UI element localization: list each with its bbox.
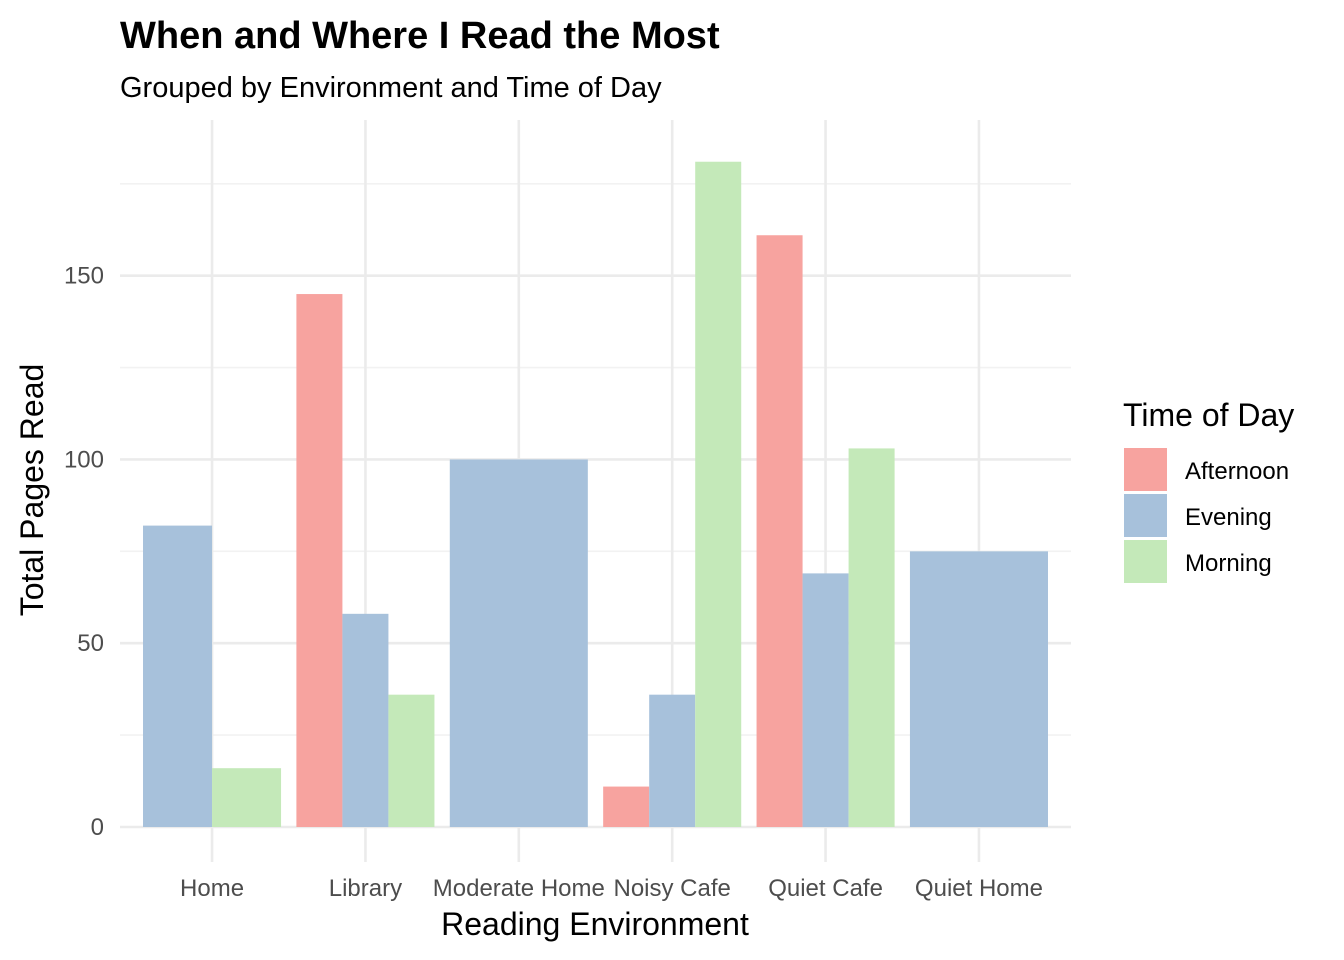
x-axis-ticks: Home Library Moderate Home Noisy Cafe Quiet … <box>180 875 1043 902</box>
bar-afternoon: Library / Afternoon: 145 <box>296 294 343 828</box>
bar-morning: Quiet Cafe / Morning: 103 <box>848 448 895 827</box>
x-axis-title: Reading Environment <box>441 906 749 942</box>
bar-evening: Quiet Home / Evening: 75 <box>909 551 1048 827</box>
legend-key-afternoon <box>1124 448 1167 491</box>
y-tick-label: 50 <box>77 630 104 657</box>
bar-afternoon: Quiet Cafe / Afternoon: 161 <box>756 235 803 827</box>
bar-evening: Noisy Cafe / Evening: 36 <box>649 694 696 827</box>
x-tick-label: Library <box>329 875 402 902</box>
y-tick-label: 100 <box>64 446 104 473</box>
legend-label-afternoon: Afternoon <box>1185 458 1289 485</box>
bars: Home / Evening: 82Home / Morning: 16 Libr… <box>143 161 1048 828</box>
x-tick-label: Quiet Home <box>915 875 1043 902</box>
chart-title: When and Where I Read the Most <box>120 15 720 57</box>
legend-title: Time of Day <box>1123 397 1294 433</box>
x-tick-label: Home <box>180 875 244 902</box>
bar-evening: Quiet Cafe / Evening: 69 <box>802 573 849 827</box>
chart-subtitle: Grouped by Environment and Time of Day <box>120 72 662 104</box>
bar-morning: Noisy Cafe / Morning: 181 <box>695 161 742 827</box>
bar-afternoon: Noisy Cafe / Afternoon: 11 <box>603 786 650 827</box>
bar-morning: Home / Morning: 16 <box>212 768 282 827</box>
bar-morning: Library / Morning: 36 <box>388 694 435 827</box>
legend-key-morning <box>1124 540 1167 583</box>
legend-label-morning: Morning <box>1185 550 1272 577</box>
legend-key-evening <box>1124 494 1167 537</box>
legend: Time of Day Afternoon Evening Morning <box>1123 397 1294 583</box>
y-axis-ticks: 0 50 100 150 <box>64 263 104 841</box>
x-tick-label: Moderate Home <box>433 875 605 902</box>
bar-evening: Moderate Home / Evening: 100 <box>449 459 588 827</box>
x-tick-label: Noisy Cafe <box>614 875 731 902</box>
bar-evening: Library / Evening: 58 <box>342 613 389 827</box>
legend-label-evening: Evening <box>1185 504 1272 531</box>
x-tick-label: Quiet Cafe <box>768 875 883 902</box>
y-tick-label: 150 <box>64 263 104 290</box>
y-axis-title: Total Pages Read <box>14 364 50 617</box>
bar-evening: Home / Evening: 82 <box>143 525 213 827</box>
y-tick-label: 0 <box>91 814 104 841</box>
